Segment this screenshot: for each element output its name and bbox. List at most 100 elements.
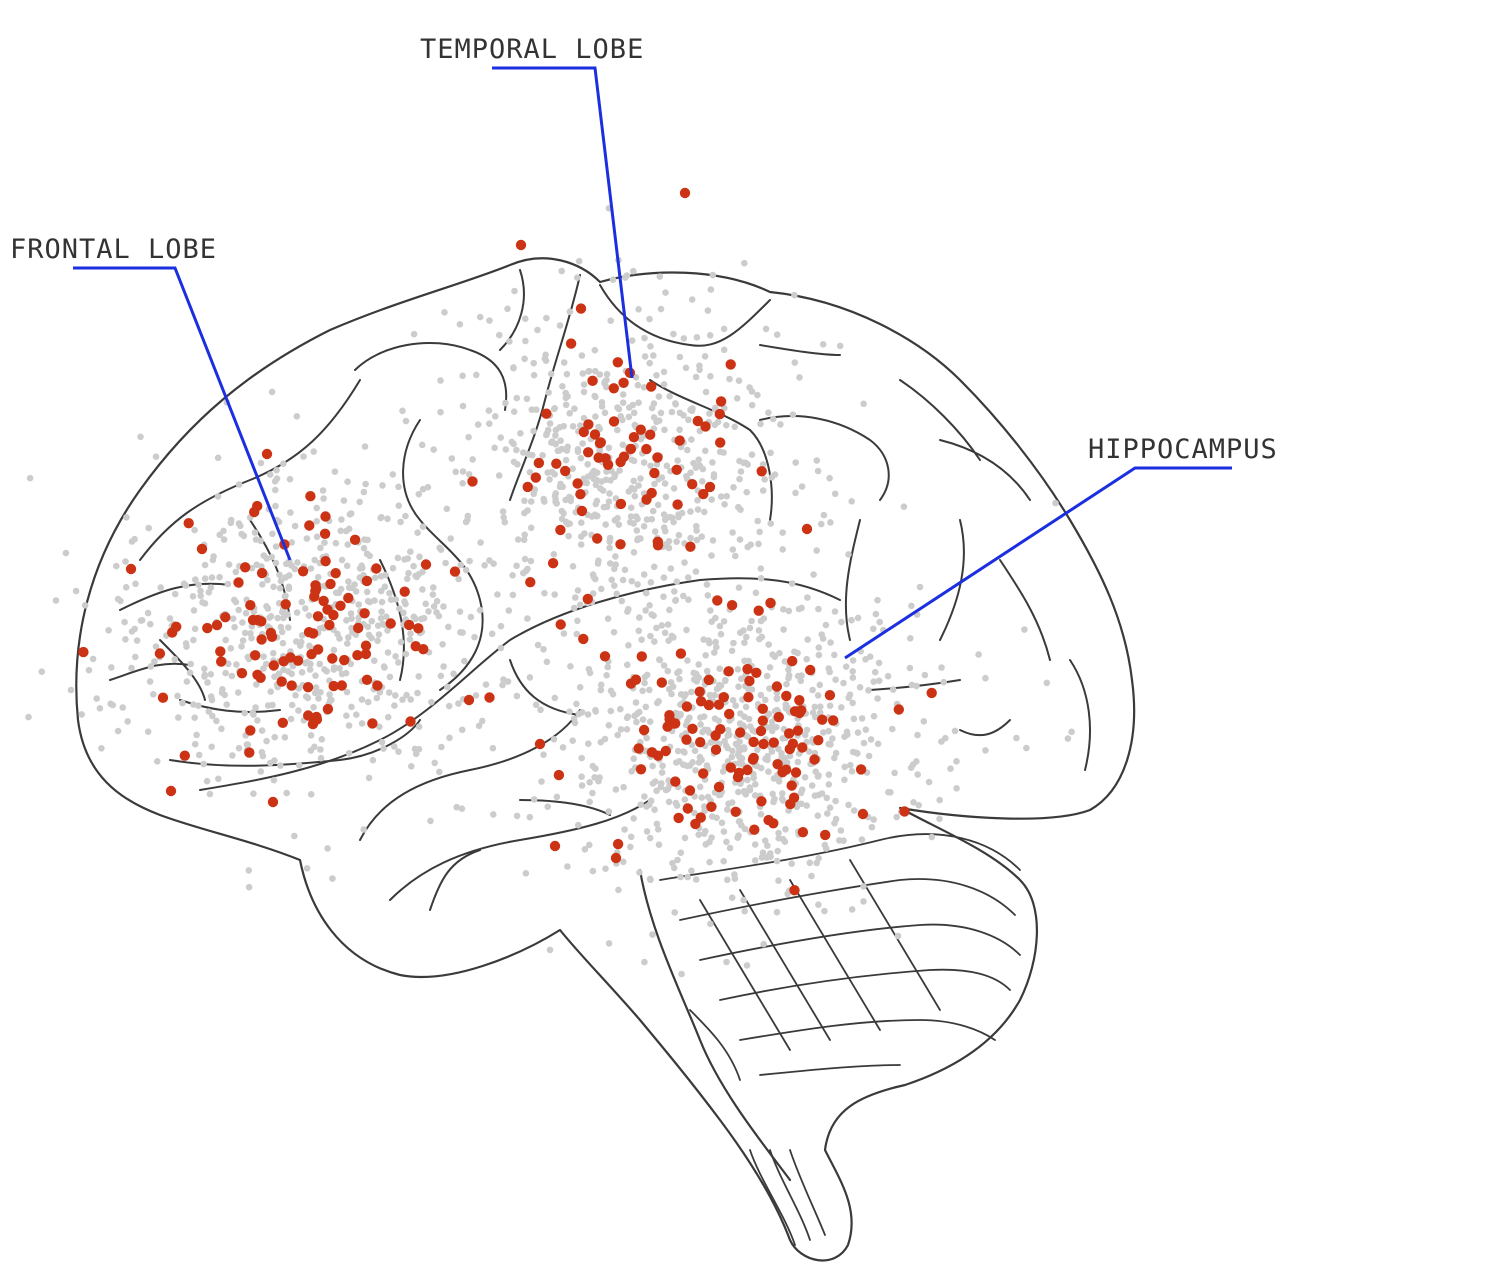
gray-dot — [235, 744, 243, 752]
gray-dot — [766, 664, 774, 671]
gray-dot — [630, 477, 637, 485]
gray-dot — [936, 815, 943, 823]
gray-dot — [473, 371, 480, 379]
gray-dot — [805, 748, 813, 755]
red-dot — [742, 764, 753, 776]
gray-dot — [763, 672, 771, 680]
gray-dot — [374, 622, 382, 629]
gray-dot — [547, 370, 555, 378]
red-dot — [771, 681, 783, 692]
gray-dot — [836, 342, 844, 350]
gray-dot — [321, 539, 328, 546]
gray-dot — [531, 486, 539, 493]
gray-dot — [522, 337, 529, 345]
gray-dot — [707, 920, 714, 928]
gray-dot — [748, 686, 756, 693]
gray-dot — [514, 536, 522, 543]
gray-dot — [386, 673, 394, 681]
gray-dot — [445, 702, 453, 710]
gray-dot — [720, 828, 728, 835]
red-dot — [787, 655, 798, 667]
gray-dot — [352, 588, 360, 595]
gray-dot — [355, 601, 363, 608]
gray-dot — [445, 623, 452, 631]
gray-dot — [402, 417, 410, 425]
gray-dot — [383, 613, 390, 620]
gray-dot — [735, 683, 742, 690]
red-dot — [220, 612, 231, 623]
gray-dot — [673, 578, 681, 585]
gray-dot — [363, 588, 371, 596]
gray-dot — [670, 330, 677, 338]
red-dot — [336, 680, 347, 691]
gray-dot — [489, 744, 497, 752]
gray-dot — [760, 940, 767, 948]
gray-dot — [521, 531, 528, 539]
red-dot — [687, 723, 698, 734]
gray-dot — [723, 492, 730, 500]
gray-dot — [313, 518, 321, 525]
gray-dot — [621, 274, 629, 281]
gray-dot — [551, 471, 558, 478]
gray-dot — [732, 552, 739, 560]
gray-dot — [720, 346, 728, 354]
gray-dot — [556, 322, 564, 329]
gray-dot — [751, 841, 759, 848]
gray-dot — [1023, 744, 1030, 752]
gray-dot — [748, 388, 756, 395]
gray-dot — [208, 743, 215, 751]
gray-dot — [410, 562, 417, 570]
red-dot — [692, 415, 703, 427]
gray-dot — [216, 573, 223, 581]
gray-dot — [258, 748, 266, 756]
gray-dot — [405, 569, 412, 577]
gray-dot — [630, 815, 637, 822]
gray-dot — [292, 692, 299, 699]
gray-dot — [551, 405, 558, 412]
red-dot — [615, 539, 626, 550]
gray-dot — [576, 601, 584, 609]
gray-dot — [530, 427, 537, 435]
gray-dot — [674, 747, 682, 755]
gray-dot — [595, 777, 602, 785]
gray-dot — [556, 424, 563, 431]
gray-dot — [435, 612, 443, 620]
gray-dot — [642, 607, 649, 614]
gray-dot — [252, 704, 259, 711]
gray-dot — [617, 705, 624, 713]
gray-dot — [195, 581, 202, 589]
red-dot — [744, 675, 755, 687]
gray-dot — [205, 708, 213, 715]
frontal-lobe-label: FRONTAL LOBE — [10, 234, 217, 265]
gray-dot — [769, 415, 777, 423]
gray-dot — [397, 638, 405, 646]
cerebellum-fold — [699, 899, 791, 1051]
gray-dot — [511, 287, 518, 295]
gray-dot — [780, 626, 787, 633]
gray-dot — [227, 519, 235, 527]
gray-dot — [565, 532, 572, 540]
gray-dot — [817, 520, 825, 528]
red-dot — [725, 359, 736, 370]
gray-dot — [543, 314, 550, 322]
gray-dot — [541, 498, 548, 505]
gray-dot — [275, 670, 283, 677]
gray-dot — [197, 587, 204, 595]
gray-dot — [791, 291, 798, 299]
gray-dot — [410, 330, 418, 338]
gray-dot — [121, 618, 128, 626]
red-dot — [311, 714, 323, 725]
red-dot — [312, 644, 324, 655]
gray-dot — [571, 719, 579, 727]
gray-dot — [338, 516, 345, 523]
gray-dot — [389, 471, 397, 478]
gray-dot — [688, 688, 695, 696]
gray-dot — [589, 867, 597, 875]
gray-dot — [775, 778, 783, 785]
gray-dot — [711, 691, 718, 699]
gray-dot — [635, 399, 642, 407]
gray-dot — [696, 366, 703, 374]
red-dot — [515, 239, 527, 251]
gray-dot — [235, 606, 242, 614]
gray-dot — [540, 646, 547, 653]
